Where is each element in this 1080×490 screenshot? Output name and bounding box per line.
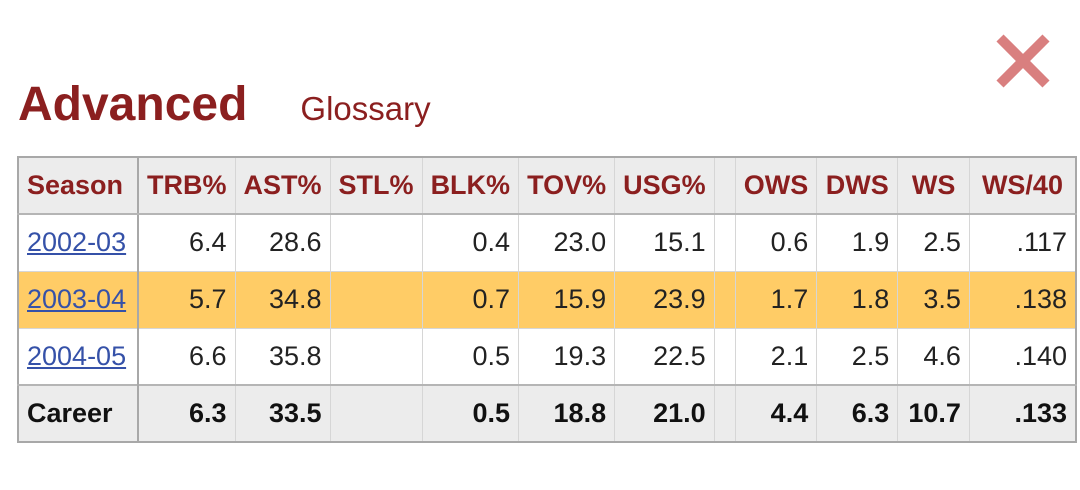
close-icon[interactable] bbox=[992, 30, 1054, 92]
cell-dws: 1.8 bbox=[816, 270, 899, 329]
cell-tov-pct: 15.9 bbox=[518, 270, 616, 329]
cell-ws: 3.5 bbox=[897, 270, 970, 329]
advanced-stats-table: Season TRB% AST% STL% BLK% TOV% USG% OWS… bbox=[17, 156, 1077, 443]
cell-ws: 10.7 bbox=[897, 384, 970, 443]
cell-ast-pct: 35.8 bbox=[234, 327, 331, 386]
column-header-usg-pct[interactable]: USG% bbox=[614, 156, 715, 215]
season-link-2004-05[interactable]: 2004-05 bbox=[27, 340, 127, 371]
table-row: 2004-05 6.6 35.8 0.5 19.3 22.5 2.1 2.5 4… bbox=[17, 327, 1077, 386]
column-header-ows[interactable]: OWS bbox=[734, 156, 818, 215]
cell-ows: 1.7 bbox=[734, 270, 818, 329]
cell-blk-pct: 0.5 bbox=[421, 384, 520, 443]
cell-usg-pct: 21.0 bbox=[614, 384, 715, 443]
cell-ows: 4.4 bbox=[734, 384, 818, 443]
cell-usg-pct: 23.9 bbox=[614, 270, 715, 329]
cell-ast-pct: 28.6 bbox=[234, 213, 331, 272]
cell-ws: 2.5 bbox=[897, 213, 970, 272]
career-totals-row: Career 6.3 33.5 0.5 18.8 21.0 4.4 6.3 10… bbox=[17, 384, 1077, 443]
cell-spacer bbox=[713, 384, 736, 443]
career-label: Career bbox=[17, 384, 140, 443]
column-header-ast-pct[interactable]: AST% bbox=[234, 156, 331, 215]
cell-blk-pct: 0.5 bbox=[421, 327, 520, 386]
cell-dws: 1.9 bbox=[816, 213, 899, 272]
cell-ws: 4.6 bbox=[897, 327, 970, 386]
cell-trb-pct: 6.3 bbox=[137, 384, 236, 443]
cell-ows: 0.6 bbox=[734, 213, 818, 272]
column-header-spacer bbox=[713, 156, 736, 215]
cell-spacer bbox=[713, 213, 736, 272]
cell-tov-pct: 19.3 bbox=[518, 327, 616, 386]
cell-stl-pct bbox=[329, 327, 423, 386]
column-header-ws[interactable]: WS bbox=[897, 156, 970, 215]
advanced-stats-table-container[interactable]: Season TRB% AST% STL% BLK% TOV% USG% OWS… bbox=[17, 156, 1077, 454]
cell-ws-per-40: .117 bbox=[968, 213, 1077, 272]
column-header-dws[interactable]: DWS bbox=[816, 156, 899, 215]
cell-blk-pct: 0.7 bbox=[421, 270, 520, 329]
cell-spacer bbox=[713, 327, 736, 386]
season-link-2003-04[interactable]: 2003-04 bbox=[27, 284, 127, 314]
cell-ast-pct: 34.8 bbox=[234, 270, 331, 329]
cell-spacer bbox=[713, 270, 736, 329]
column-header-blk-pct[interactable]: BLK% bbox=[421, 156, 520, 215]
cell-ws-per-40: .138 bbox=[968, 270, 1077, 329]
cell-ows: 2.1 bbox=[734, 327, 818, 386]
cell-ws-per-40: .133 bbox=[968, 384, 1077, 443]
column-header-stl-pct[interactable]: STL% bbox=[329, 156, 423, 215]
cell-usg-pct: 22.5 bbox=[614, 327, 715, 386]
column-header-ws-per-40[interactable]: WS/40 bbox=[968, 156, 1077, 215]
section-header: Advanced Glossary bbox=[18, 70, 431, 150]
cell-stl-pct bbox=[329, 270, 423, 329]
cell-blk-pct: 0.4 bbox=[421, 213, 520, 272]
column-header-tov-pct[interactable]: TOV% bbox=[518, 156, 616, 215]
cell-trb-pct: 5.7 bbox=[137, 270, 236, 329]
cell-trb-pct: 6.6 bbox=[137, 327, 236, 386]
column-header-season[interactable]: Season bbox=[17, 156, 140, 215]
table-header-row: Season TRB% AST% STL% BLK% TOV% USG% OWS… bbox=[17, 156, 1077, 215]
cell-usg-pct: 15.1 bbox=[614, 213, 715, 272]
cell-tov-pct: 18.8 bbox=[518, 384, 616, 443]
cell-dws: 6.3 bbox=[816, 384, 899, 443]
section-title: Advanced bbox=[18, 78, 248, 131]
season-link-2002-03[interactable]: 2002-03 bbox=[27, 227, 127, 258]
cell-dws: 2.5 bbox=[816, 327, 899, 386]
cell-ast-pct: 33.5 bbox=[234, 384, 331, 443]
cell-trb-pct: 6.4 bbox=[137, 213, 236, 272]
glossary-link[interactable]: Glossary bbox=[300, 90, 431, 127]
cell-ws-per-40: .140 bbox=[968, 327, 1077, 386]
cell-stl-pct bbox=[329, 384, 423, 443]
cell-stl-pct bbox=[329, 213, 423, 272]
table-row-highlighted: 2003-04 5.7 34.8 0.7 15.9 23.9 1.7 1.8 3… bbox=[17, 270, 1077, 329]
table-row: 2002-03 6.4 28.6 0.4 23.0 15.1 0.6 1.9 2… bbox=[17, 213, 1077, 272]
column-header-trb-pct[interactable]: TRB% bbox=[137, 156, 236, 215]
cell-tov-pct: 23.0 bbox=[518, 213, 616, 272]
